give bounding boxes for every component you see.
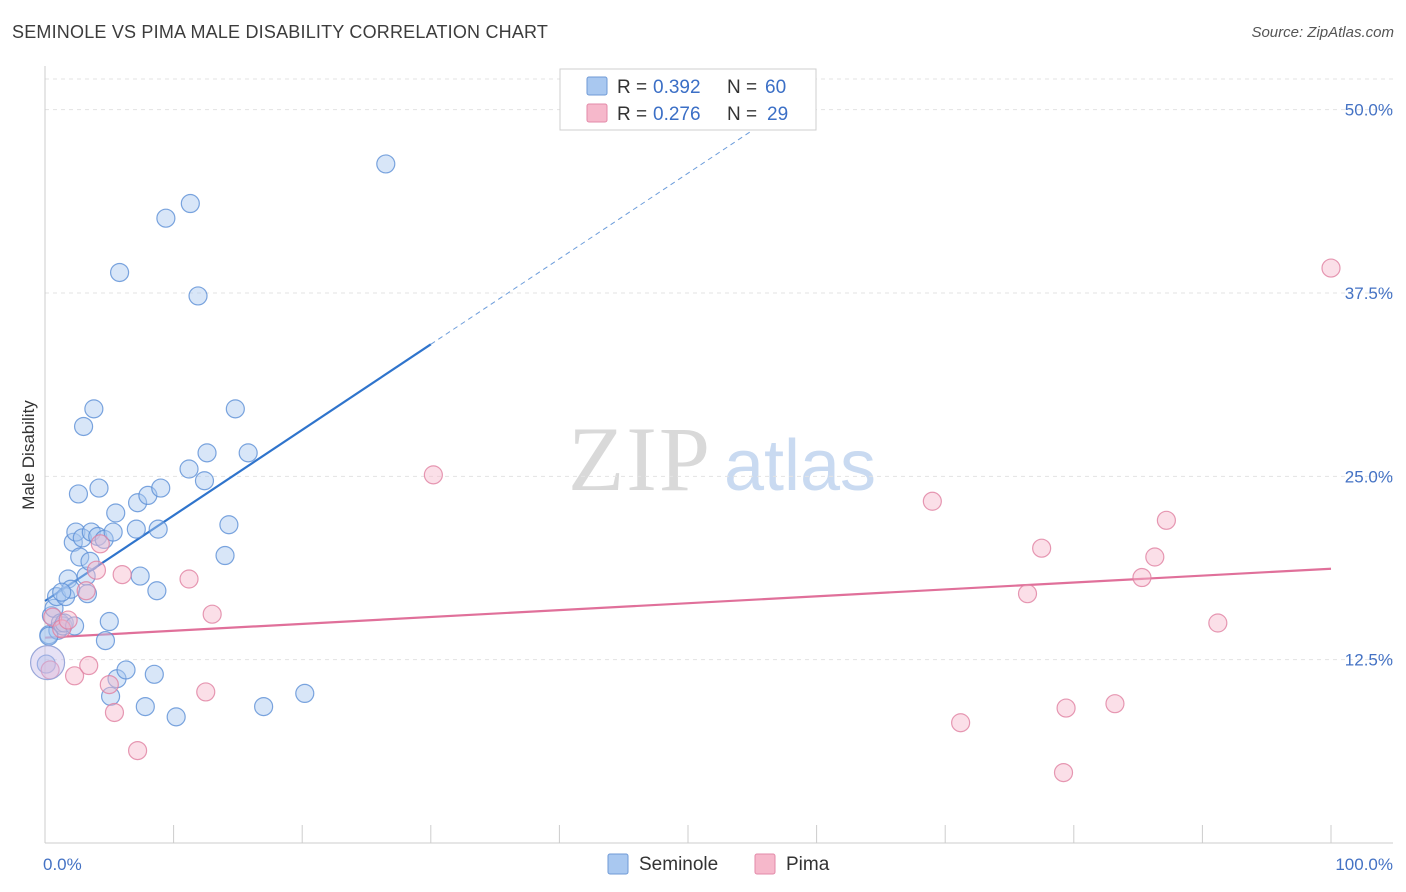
point-seminole-27 <box>103 522 123 542</box>
point-pima-25 <box>1145 547 1165 567</box>
bottom-legend-swatch-pima <box>754 853 776 875</box>
x-tick-label-1: 100.0% <box>1335 855 1393 874</box>
point-seminole-22 <box>89 478 109 498</box>
point-pima-23 <box>1105 694 1125 714</box>
point-seminole-12 <box>68 484 89 504</box>
point-seminole-35 <box>135 696 155 717</box>
point-pima-5 <box>76 581 96 601</box>
bottom-legend-swatch-seminole <box>607 853 629 875</box>
point-seminole-44 <box>180 193 200 214</box>
legend-swatch-pima <box>586 103 608 123</box>
point-pima-12 <box>127 740 148 761</box>
point-pima-14 <box>196 682 216 702</box>
legend-r-label-pima: R = <box>617 104 647 125</box>
point-pima-6 <box>79 655 99 676</box>
point-seminole-40 <box>151 478 171 498</box>
point-pima-7 <box>86 560 107 580</box>
point-pima-15 <box>202 604 222 624</box>
point-seminole-37 <box>144 664 164 684</box>
legend-r-value-pima: 0.276 <box>653 104 701 125</box>
point-seminole-32 <box>126 519 146 539</box>
y-tick-label-0: 12.5% <box>1345 651 1393 670</box>
point-seminole-13 <box>70 547 90 567</box>
point-seminole-25 <box>99 611 119 632</box>
point-seminole-28 <box>106 503 126 523</box>
y-tick-label-1: 25.0% <box>1345 467 1393 486</box>
point-pima-17 <box>922 491 942 511</box>
point-seminole-34 <box>130 566 150 586</box>
legend-swatch-seminole <box>586 76 608 96</box>
point-seminole-50 <box>225 399 245 419</box>
y-tick-label-3: 50.0% <box>1345 101 1393 120</box>
point-pima-4 <box>64 666 85 686</box>
point-pima-13 <box>179 569 199 589</box>
point-seminole-31 <box>116 660 136 680</box>
point-pima-8 <box>90 534 110 554</box>
chart-title: SEMINOLE VS PIMA MALE DISABILITY CORRELA… <box>12 22 549 42</box>
watermark-zip: ZIP <box>568 408 712 510</box>
bottom-legend-label-seminole: Seminole <box>639 854 718 875</box>
trend-line-pima <box>44 567 1332 639</box>
point-pima-24 <box>1132 567 1152 588</box>
legend-n-label-pima: N = <box>727 104 757 125</box>
point-seminole-30 <box>109 262 130 283</box>
y-tick-label-2: 37.5% <box>1345 284 1393 303</box>
point-pima-28 <box>1321 258 1341 278</box>
point-seminole-20 <box>84 399 104 419</box>
y-tick-labels: 12.5% 25.0% 37.5% 50.0% <box>1345 101 1393 670</box>
point-pima-20 <box>1032 538 1052 558</box>
point-seminole-49 <box>219 515 239 535</box>
point-seminole-33 <box>127 493 148 513</box>
point-seminole-42 <box>166 707 186 727</box>
point-seminole-46 <box>194 471 215 491</box>
point-pima-21 <box>1053 762 1074 783</box>
point-pima-9 <box>99 674 119 695</box>
point-pima-18 <box>951 713 971 733</box>
legend-r-value-seminole: 0.392 <box>653 77 701 98</box>
point-pima-10 <box>104 702 125 723</box>
x-tick-labels: 0.0% 100.0% <box>43 855 1393 874</box>
legend-box: R = 0.392 N = 60 R = 0.276 N = 29 <box>559 68 817 131</box>
trend-lines <box>44 130 1332 639</box>
point-seminole-15 <box>73 416 94 437</box>
trend-line-seminole <box>44 343 432 602</box>
chart-source: Source: ZipAtlas.com <box>1251 24 1394 41</box>
x-tick-label-0: 0.0% <box>43 855 82 874</box>
gridlines <box>45 78 1393 661</box>
point-seminole-38 <box>147 581 167 601</box>
point-seminole-39 <box>148 519 168 539</box>
point-seminole-43 <box>179 459 199 479</box>
point-pima-19 <box>1017 584 1038 604</box>
trend-line-extension-seminole <box>430 130 753 345</box>
legend-n-value-pima: 29 <box>767 104 788 125</box>
legend-n-label-seminole: N = <box>727 77 757 98</box>
point-pima-27 <box>1208 613 1228 633</box>
point-seminole-51 <box>238 443 258 463</box>
watermark-atlas: atlas <box>724 426 876 506</box>
point-seminole-47 <box>197 443 217 463</box>
y-axis-label: Male Disability <box>19 400 38 510</box>
data-points <box>29 154 1341 783</box>
point-seminole-41 <box>156 208 176 228</box>
bottom-legend-label-pima: Pima <box>786 854 830 875</box>
point-pima-22 <box>1056 698 1076 718</box>
legend-n-value-seminole: 60 <box>765 77 786 98</box>
point-seminole-57 <box>52 582 72 602</box>
point-seminole-45 <box>188 286 208 306</box>
bottom-legend: Seminole Pima <box>607 853 830 875</box>
point-seminole-54 <box>376 154 396 174</box>
point-seminole-24 <box>95 630 116 651</box>
point-cluster-origin <box>29 644 66 681</box>
point-seminole-53 <box>295 683 315 704</box>
axes <box>44 66 1393 844</box>
legend-r-label-seminole: R = <box>617 77 647 98</box>
point-pima-16 <box>423 465 443 485</box>
point-pima-11 <box>112 564 132 585</box>
point-pima-26 <box>1156 510 1176 530</box>
point-seminole-48 <box>215 545 235 566</box>
point-seminole-52 <box>254 696 274 717</box>
point-pima-3 <box>58 610 78 630</box>
